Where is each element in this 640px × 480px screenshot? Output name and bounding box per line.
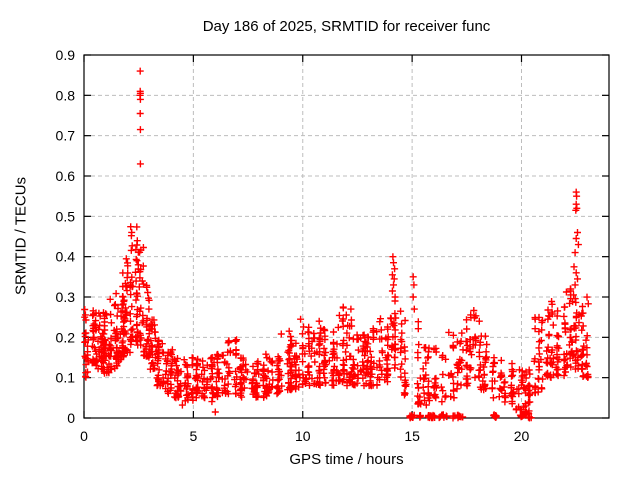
y-tick-label: 0.9 [56,47,76,63]
x-tick-label: 15 [404,428,420,444]
y-tick-label: 0.7 [56,128,76,144]
y-tick-label: 0.2 [56,329,76,345]
y-tick-label: 0.5 [56,208,76,224]
x-axis-label: GPS time / hours [289,451,404,468]
y-tick-label: 0.1 [56,370,76,386]
y-tick-label: 0.6 [56,168,76,184]
plot-border [83,54,610,419]
y-tick-label: 0.3 [56,289,76,305]
x-tick-label: 20 [514,428,530,444]
x-tick-label: 0 [80,428,88,444]
y-tick-label: 0.8 [56,87,76,103]
chart-title: Day 186 of 2025, SRMTID for receiver fun… [202,18,491,35]
data-points-srmtid [81,67,592,422]
x-tick-label: 5 [189,428,197,444]
y-tick-label: 0.4 [56,249,76,265]
x-tick-label: 10 [295,428,311,444]
y-tick-label: 0 [67,410,75,426]
